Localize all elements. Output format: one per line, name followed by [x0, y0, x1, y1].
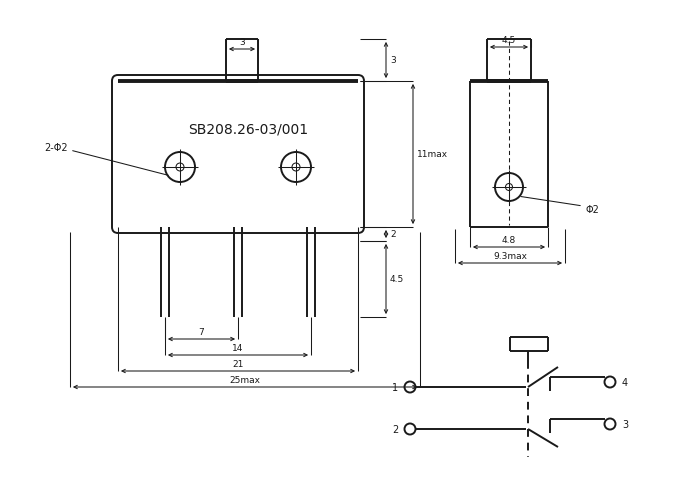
Text: 11max: 11max [417, 150, 448, 159]
Text: 25max: 25max [230, 376, 260, 385]
Text: 3: 3 [622, 419, 628, 429]
Text: 2: 2 [390, 230, 396, 239]
Text: 3: 3 [390, 57, 396, 65]
Text: Φ2: Φ2 [585, 204, 599, 215]
Text: 3: 3 [239, 39, 245, 47]
Text: SB208.26-03/001: SB208.26-03/001 [188, 123, 308, 137]
Text: 4.5: 4.5 [390, 275, 404, 284]
Text: 4.8: 4.8 [502, 236, 516, 245]
Text: 7: 7 [199, 328, 205, 337]
Text: 1: 1 [392, 382, 398, 392]
Text: 4: 4 [622, 377, 628, 387]
Text: 14: 14 [233, 344, 243, 353]
Text: 21: 21 [233, 360, 243, 369]
Text: 9.3max: 9.3max [493, 252, 527, 261]
Text: 2: 2 [392, 424, 398, 434]
Text: 4.5: 4.5 [502, 37, 516, 45]
Text: 2-Φ2: 2-Φ2 [44, 142, 68, 153]
